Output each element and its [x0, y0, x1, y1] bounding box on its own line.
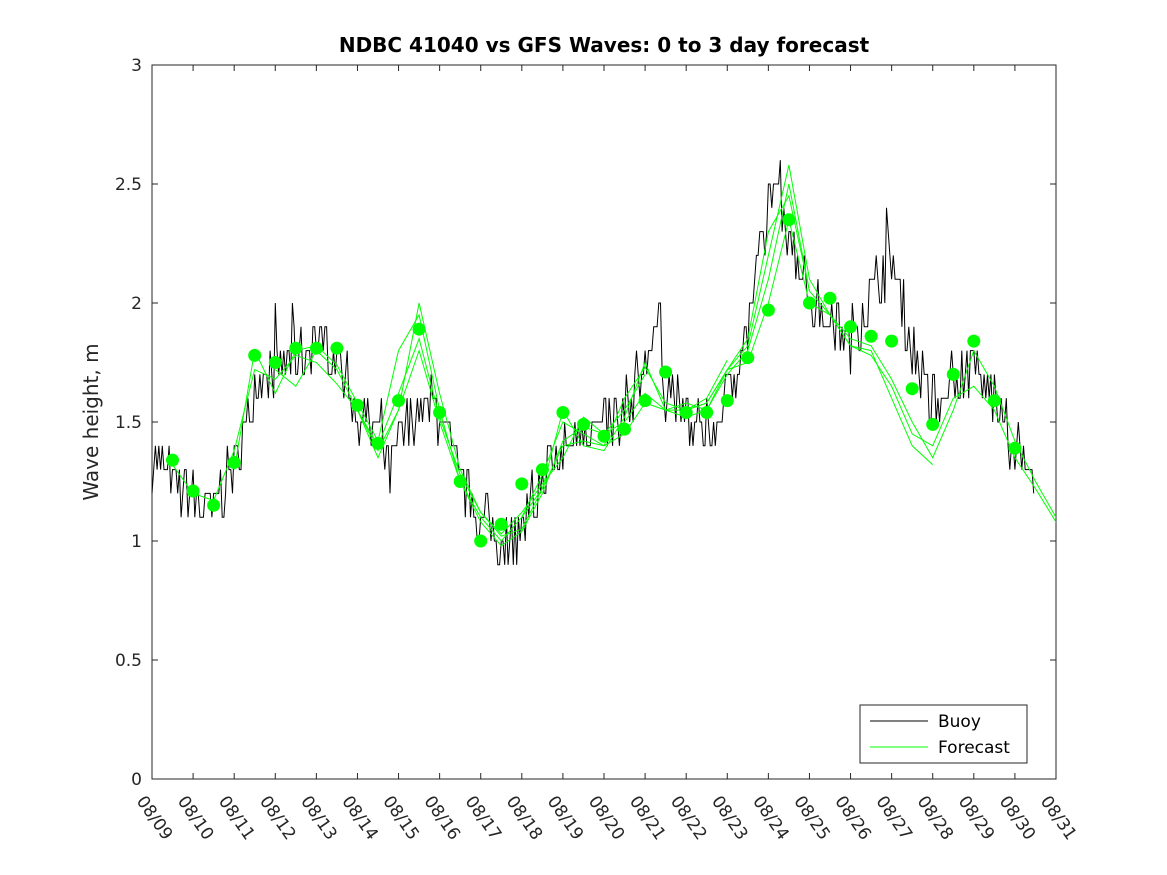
y-axis-label: Wave height, m — [79, 343, 103, 500]
forecast-point — [946, 367, 960, 381]
forecast-point — [700, 406, 714, 419]
forecast-point — [453, 475, 467, 488]
forecast-point — [577, 417, 590, 431]
forecast-point — [885, 334, 899, 348]
forecast-point — [474, 534, 488, 548]
forecast-point — [926, 417, 940, 431]
forecast-point — [761, 303, 775, 317]
forecast-points-layer — [166, 213, 1022, 548]
buoy-series-layer — [151, 160, 1035, 566]
forecast-point — [556, 406, 570, 419]
forecast-point — [864, 329, 878, 343]
forecast-point — [186, 484, 200, 498]
y-tick-label: 1.5 — [115, 413, 142, 433]
forecast-point — [289, 341, 303, 355]
plot-area — [151, 64, 1057, 780]
forecast-point — [412, 322, 426, 336]
forecast-point — [494, 517, 508, 531]
forecast-point — [618, 422, 631, 436]
y-tick-label: 1 — [131, 532, 142, 552]
forecast-point — [207, 498, 221, 512]
forecast-point — [166, 453, 179, 467]
forecast-series-line — [521, 183, 1057, 523]
forecast-point — [720, 394, 734, 408]
forecast-point — [248, 348, 262, 362]
y-tick-label: 3 — [131, 56, 142, 76]
forecast-point — [392, 394, 405, 408]
legend-forecast-label: Forecast — [938, 738, 1010, 758]
y-axis: 0 0.5 1 1.5 2 2.5 3 — [115, 56, 1056, 790]
forecast-point — [330, 341, 344, 355]
forecast-point — [535, 463, 549, 477]
forecast-point — [371, 436, 385, 450]
forecast-point — [227, 456, 241, 469]
legend-box — [859, 704, 1028, 764]
forecast-point — [905, 382, 919, 396]
forecast-point — [679, 406, 693, 419]
legend: Buoy Forecast — [859, 704, 1028, 764]
y-tick-label: 0.5 — [115, 651, 142, 671]
forecast-point — [597, 429, 611, 443]
forecast-point — [844, 320, 857, 334]
forecast-point — [659, 365, 673, 379]
forecast-series-line — [172, 337, 646, 535]
forecast-point — [351, 398, 364, 412]
forecast-point — [1008, 441, 1022, 455]
forecast-point — [515, 477, 529, 491]
forecast-point — [782, 213, 796, 227]
forecast-point — [268, 356, 282, 369]
y-tick-label: 2.5 — [115, 175, 142, 195]
forecast-point — [967, 334, 981, 348]
forecast-point — [741, 351, 755, 365]
buoy-series-line — [151, 160, 1035, 566]
y-tick-label: 2 — [131, 294, 142, 314]
forecast-point — [823, 291, 837, 305]
forecast-point — [638, 394, 652, 408]
forecast-point — [309, 341, 323, 355]
forecast-point — [803, 296, 816, 310]
forecast-point — [987, 394, 1001, 408]
legend-buoy-label: Buoy — [938, 712, 981, 732]
forecast-point — [433, 406, 447, 419]
y-tick-label: 0 — [131, 770, 142, 790]
chart-title: NDBC 41040 vs GFS Waves: 0 to 3 day fore… — [339, 33, 870, 57]
axes-box — [151, 64, 1057, 780]
